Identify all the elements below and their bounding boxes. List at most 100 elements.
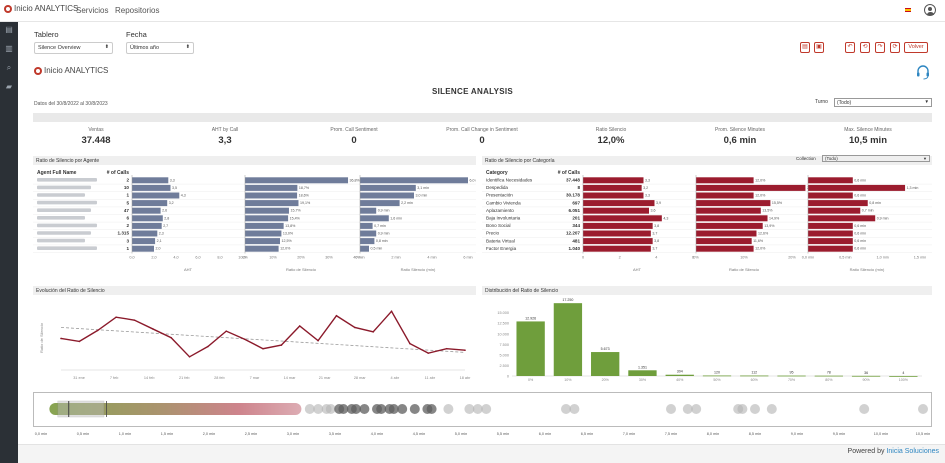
ratio-data-label: 14,9% [769, 216, 780, 220]
strip-x-tick-label: 2,5 min [245, 432, 257, 436]
calls-value: 344 [572, 223, 580, 228]
footer-link[interactable]: Inicia Soluciones [886, 448, 939, 455]
language-flag-icon[interactable] [905, 8, 911, 12]
kpi-max-silence: Max. Silence Minutes 10,5 min [818, 127, 918, 146]
category-aht-axis-title: AHT [633, 267, 642, 272]
distribution-bar [628, 370, 657, 376]
evolution-point [372, 331, 374, 333]
distribution-bar [665, 374, 694, 376]
calls-value: 1 [126, 246, 129, 251]
evolution-point [115, 316, 117, 318]
ratio-data-label: 12,0% [755, 247, 766, 251]
category-ratio-chart[interactable]: Category # of Calls Identifica Necesidad… [482, 167, 932, 275]
silence-data-label: 0,8 min [869, 201, 881, 205]
category-name: Precio [486, 231, 499, 236]
distribution-y-tick-label: 5.000 [499, 353, 509, 357]
agent-name-redacted [37, 208, 91, 212]
ratio-tick-label: 20% [788, 256, 796, 260]
fecha-select-value: Últimos año [130, 45, 160, 51]
fecha-select[interactable]: Últimos año ⬍ [126, 42, 194, 54]
sidebar-chart-icon[interactable]: ▥ [5, 44, 13, 53]
ratio-bar [696, 245, 754, 252]
user-avatar-icon[interactable] [924, 4, 936, 16]
distribution-bar-chart[interactable]: 0 2.500 5.000 7.500 10.000 12.500 15.000 12.926… [482, 296, 932, 386]
kpi-silence-minutes: Prom. Silence Minutes 0,6 min [690, 127, 790, 146]
strip-outlier-point [750, 404, 760, 414]
ratio-bar [245, 192, 298, 199]
ratio-data-label: 15,7% [290, 209, 301, 213]
nav-link-servicios[interactable]: Servicios [76, 6, 109, 15]
calls-value: 10 [124, 185, 130, 190]
nav-link-repositorios[interactable]: Repositorios [115, 6, 160, 15]
revert-button[interactable]: ⟲ [860, 42, 870, 53]
calls-value: 5 [126, 200, 129, 205]
ratio-bar [245, 215, 289, 222]
silence-tick-label: 6 min [463, 256, 472, 260]
distribution-x-tick-label: 50% [713, 378, 721, 382]
strip-x-tick-label: 4,5 min [413, 432, 425, 436]
distribution-data-label: 36 [864, 371, 868, 375]
collection-select[interactable]: (Todo) ▼ [822, 155, 930, 162]
strip-x-tick-label: 9,0 min [791, 432, 803, 436]
agent-ratio-chart[interactable]: Agent Full Name # of Calls 2 3,3 36,8% 6,0 … [33, 167, 476, 275]
aht-bar [583, 200, 655, 207]
strip-outlier-point [304, 404, 315, 414]
sidebar-dashboard-icon[interactable]: ▤ [5, 25, 13, 34]
aht-data-label: 3,2 [643, 186, 648, 190]
aht-bar [132, 177, 169, 184]
ratio-bar [245, 238, 280, 245]
silence-data-label: 0,7 min [862, 209, 874, 213]
export-image-button[interactable]: ▣ [814, 42, 824, 53]
strip-x-tick-label: 10,5 min [916, 432, 931, 436]
aht-bar [583, 207, 649, 214]
distribution-bar [591, 352, 620, 376]
kpi-value: 12,0% [597, 135, 625, 146]
kpi-label: Ratio Silencio [595, 127, 627, 133]
evolution-point [354, 326, 356, 329]
silence-bar [808, 184, 906, 191]
ratio-bar [696, 177, 754, 184]
redo-button[interactable]: ↷ [875, 42, 885, 53]
evolution-x-tick-label: 11 abr [425, 376, 436, 380]
evolution-point [445, 347, 448, 350]
evolution-point [170, 336, 172, 339]
tablero-select[interactable]: Silence Overview ⬍ [34, 42, 113, 54]
silence-data-label: 0,9 min [378, 209, 390, 213]
calls-value: 201 [572, 216, 580, 221]
kpi-value: 37.448 [81, 135, 111, 146]
turno-select-value: (Todo) [837, 100, 852, 106]
export-pdf-button[interactable]: ▤ [800, 42, 810, 53]
ratio-tick-label: 30% [325, 256, 333, 260]
turno-select[interactable]: (Todo) ▼ [834, 98, 932, 107]
evolution-line-chart[interactable]: Ratio de Silencio 31 ene 7 feb 14 feb 21 fe… [33, 296, 476, 386]
category-name: Baja Involuntaria [486, 216, 521, 221]
strip-outlier-point [359, 404, 370, 414]
aht-tick-label: 4,0 [173, 256, 178, 260]
ratio-bar [696, 207, 761, 214]
silence-bar [808, 192, 853, 199]
strip-box [57, 400, 105, 418]
evolution-x-tick-label: 7 mar [250, 376, 260, 380]
volver-button[interactable]: Volver [904, 42, 928, 53]
caret-down-icon: ▼ [923, 156, 927, 161]
category-name: Cambio Vivienda [486, 200, 521, 205]
evolution-point [390, 310, 393, 313]
footer-credit: Powered by Inicia Soluciones [848, 448, 939, 455]
evolution-x-tick-label: 21 mar [319, 376, 332, 380]
sidebar-search-icon[interactable]: ⌕ [6, 63, 12, 72]
silence-data-label: 0,9 min [378, 232, 390, 236]
distribution-data-label: 112 [751, 371, 757, 375]
ratio-bar [245, 200, 299, 207]
silence-minutes-strip-plot[interactable]: 0,0 min 0,5 min 1,0 min 1,5 min 2,0 min 2,5 m… [33, 392, 932, 440]
distribution-y-tick-label: 0 [507, 375, 509, 379]
footer [18, 444, 945, 463]
kpi-call-sentiment: Prom. Call Sentiment 0 [304, 127, 404, 146]
undo-button[interactable]: ↶ [845, 42, 855, 53]
sidebar-folder-icon[interactable]: ▰ [5, 82, 13, 91]
silence-bar [808, 245, 853, 252]
chevron-down-icon: ⬍ [104, 44, 109, 50]
aht-tick-label: 2 [619, 256, 621, 260]
refresh-button[interactable]: ⟳ [890, 42, 900, 53]
brand-logo[interactable]: Inicio ANALYTICS [4, 4, 78, 13]
silence-bar [808, 238, 853, 245]
